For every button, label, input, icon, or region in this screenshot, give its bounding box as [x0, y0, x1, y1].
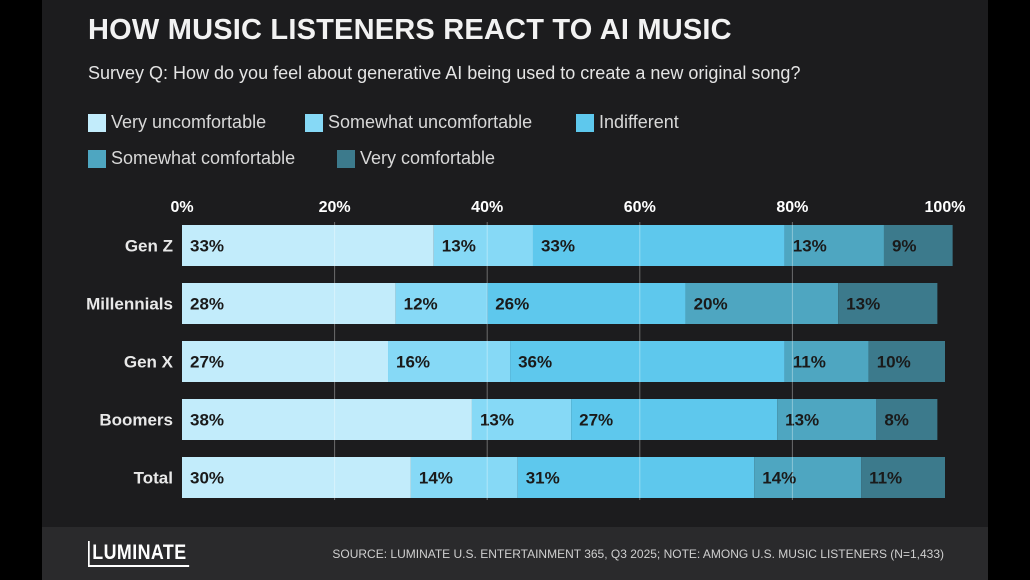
- source-note: SOURCE: LUMINATE U.S. ENTERTAINMENT 365,…: [332, 547, 944, 561]
- legend-item-very-comfortable: Very comfortable: [337, 148, 495, 169]
- bar-segment: [517, 457, 755, 498]
- legend-label: Somewhat uncomfortable: [328, 112, 533, 132]
- legend-label: Very comfortable: [360, 148, 496, 168]
- bar-segment: [532, 225, 785, 266]
- luminate-logo: LUMINATE: [88, 541, 190, 567]
- data-label: 36%: [518, 353, 552, 372]
- bar-segment: [685, 283, 839, 324]
- bar-segment: [571, 399, 778, 440]
- data-label: 33%: [190, 237, 224, 256]
- data-label: 14%: [419, 469, 453, 488]
- legend-item-somewhat-comfortable: Somewhat comfortable: [88, 148, 295, 169]
- bar-segment: [883, 225, 953, 266]
- legend-item-somewhat-uncomfortable: Somewhat uncomfortable: [305, 112, 532, 133]
- stacked-bar-chart: 0% 20% 40% 60% 80% 100% Gen Z 33% 13% 33% 13% 9% Mil…: [86, 199, 966, 500]
- data-label: 31%: [526, 469, 560, 488]
- bar-segment: [861, 457, 945, 498]
- category-label: Boomers: [99, 411, 173, 430]
- footer: LUMINATE SOURCE: LUMINATE U.S. ENTERTAIN…: [42, 527, 988, 580]
- data-label: 28%: [190, 295, 224, 314]
- bar-segment: [182, 457, 411, 498]
- bar-segment: [471, 399, 572, 440]
- data-label: 11%: [793, 353, 826, 372]
- data-label: 13%: [785, 411, 819, 430]
- data-label: 33%: [541, 237, 575, 256]
- data-label: 30%: [190, 469, 224, 488]
- bar-segment: [182, 225, 434, 266]
- bar-segment: [876, 399, 938, 440]
- data-label: 26%: [495, 295, 529, 314]
- category-label: Millennials: [86, 295, 173, 314]
- legend-swatch: [305, 113, 323, 132]
- data-label: 38%: [190, 411, 224, 430]
- x-tick-label: 100%: [925, 199, 966, 216]
- page-title: HOW MUSIC LISTENERS REACT TO AI MUSIC: [88, 14, 732, 46]
- bar-segment: [754, 457, 862, 498]
- x-tick-label: 80%: [776, 199, 808, 216]
- bar-segment: [784, 225, 884, 266]
- data-label: 8%: [884, 411, 909, 430]
- bar-segment: [433, 225, 533, 266]
- x-tick-label: 0%: [170, 199, 193, 216]
- data-label: 10%: [877, 353, 911, 372]
- data-label: 27%: [579, 411, 613, 430]
- bar-segment: [510, 341, 785, 382]
- data-label: 11%: [869, 469, 902, 488]
- legend-label: Somewhat comfortable: [111, 148, 296, 168]
- legend-swatch: [576, 113, 594, 132]
- legend-swatch: [337, 149, 355, 168]
- bar-segment: [182, 341, 389, 382]
- x-tick-label: 20%: [319, 199, 351, 216]
- bar-segment: [182, 399, 472, 440]
- category-label: Total: [134, 469, 173, 488]
- page-subtitle: Survey Q: How do you feel about generati…: [88, 63, 801, 83]
- data-label: 20%: [694, 295, 728, 314]
- category-label: Gen Z: [125, 237, 173, 256]
- bar-segment: [395, 283, 488, 324]
- bar-segment: [838, 283, 938, 324]
- data-label: 13%: [442, 237, 476, 256]
- category-label: Gen X: [124, 353, 174, 372]
- data-label: 9%: [892, 237, 917, 256]
- bar-segment: [182, 283, 396, 324]
- x-tick-label: 60%: [624, 199, 656, 216]
- bar-segment: [777, 399, 877, 440]
- legend-item-very-uncomfortable: Very uncomfortable: [88, 112, 266, 133]
- legend-swatch: [88, 149, 106, 168]
- data-label: 13%: [793, 237, 827, 256]
- bar-segment: [388, 341, 511, 382]
- data-label: 27%: [190, 353, 224, 372]
- bar-segment: [487, 283, 686, 324]
- bar-segment: [868, 341, 945, 382]
- legend-item-indifferent: Indifferent: [576, 112, 679, 133]
- data-label: 14%: [762, 469, 796, 488]
- x-tick-label: 40%: [471, 199, 503, 216]
- legend-swatch: [88, 113, 106, 132]
- bar-segment: [410, 457, 518, 498]
- bar-segment: [784, 341, 869, 382]
- legend-label: Very uncomfortable: [111, 112, 267, 132]
- data-label: 13%: [846, 295, 880, 314]
- data-label: 16%: [396, 353, 430, 372]
- data-label: 13%: [480, 411, 514, 430]
- data-label: 12%: [404, 295, 438, 314]
- legend-label: Indifferent: [599, 112, 679, 132]
